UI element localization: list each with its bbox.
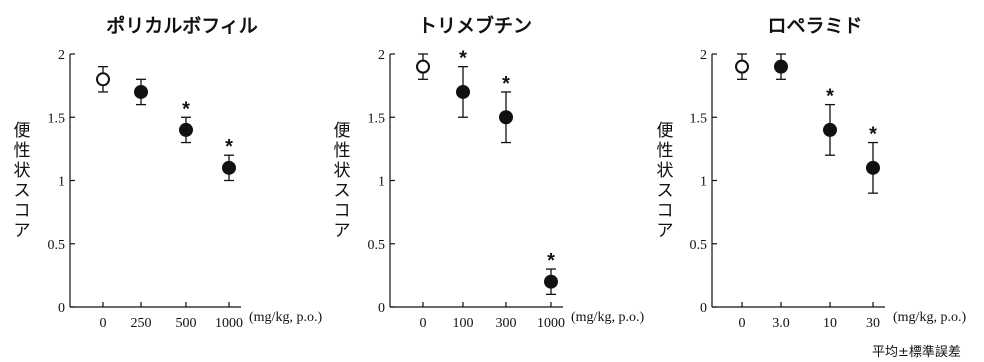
x-unit-label: (mg/kg, p.o.): [571, 310, 644, 325]
y-tick-label: 2: [700, 48, 707, 63]
data-point-control: [96, 72, 110, 87]
y-axis-label-char: ア: [334, 221, 351, 241]
y-tick-label: 1.5: [690, 111, 708, 126]
y-tick-label: 1: [58, 175, 65, 190]
x-tick-label: 10: [823, 316, 837, 331]
y-tick-label: 0: [700, 301, 707, 316]
x-tick-label: 250: [131, 316, 152, 331]
data-point-control: [735, 59, 749, 74]
footnote: 平均±標準誤差: [872, 345, 961, 360]
y-axis-label-char: コ: [657, 201, 674, 221]
y-axis-label-char: 状: [657, 161, 674, 181]
x-tick-label: 500: [176, 316, 197, 331]
y-tick-label: 0: [378, 301, 385, 316]
chart-title: ロペラミド: [767, 15, 862, 37]
y-axis-label-char: コ: [334, 201, 351, 221]
significance-star: *: [826, 86, 834, 108]
y-tick-label: 0.5: [48, 238, 66, 253]
y-tick-label: 2: [378, 48, 385, 63]
x-unit-label: (mg/kg, p.o.): [893, 310, 966, 325]
significance-star: *: [869, 124, 877, 146]
significance-star: *: [547, 250, 555, 272]
y-axis-label-char: 性: [657, 141, 674, 161]
y-axis-label-char: 性: [334, 141, 351, 161]
y-axis-label-char: 状: [14, 161, 31, 181]
y-tick-label: 1: [700, 175, 707, 190]
data-point: [866, 160, 880, 175]
y-tick-label: 0.5: [690, 238, 708, 253]
chart-title: ポリカルボフィル: [106, 14, 258, 37]
y-tick-label: 0: [58, 301, 65, 316]
significance-star: *: [225, 136, 233, 158]
x-unit-label: (mg/kg, p.o.): [249, 310, 322, 325]
y-axis-label-char: 便: [334, 121, 351, 141]
y-axis-label-char: 状: [334, 161, 351, 181]
y-axis-label-char: 便: [657, 121, 674, 141]
data-point: [134, 84, 148, 99]
significance-star: *: [182, 98, 190, 120]
data-point: [222, 160, 236, 175]
significance-star: *: [459, 48, 467, 70]
y-axis-label-char: コ: [14, 201, 31, 221]
y-axis-label-char: ス: [334, 181, 351, 201]
data-point: [179, 122, 193, 137]
data-point: [544, 274, 558, 289]
x-tick-label: 0: [420, 316, 427, 331]
y-tick-label: 2: [58, 48, 65, 63]
y-axis-label-char: 便: [14, 121, 31, 141]
y-axis-label-char: ス: [657, 181, 674, 201]
y-tick-label: 1: [378, 175, 385, 190]
y-tick-label: 1.5: [368, 111, 386, 126]
y-axis-label-char: ア: [14, 221, 31, 241]
x-tick-label: 300: [496, 316, 517, 331]
y-axis-label-char: ア: [657, 221, 674, 241]
data-point: [456, 84, 470, 99]
x-tick-label: 1000: [215, 316, 243, 331]
data-point: [823, 122, 837, 137]
x-tick-label: 30: [866, 316, 880, 331]
x-tick-label: 3.0: [772, 316, 790, 331]
x-tick-label: 0: [739, 316, 746, 331]
y-tick-label: 0.5: [368, 238, 386, 253]
x-tick-label: 0: [100, 316, 107, 331]
data-point: [499, 110, 513, 125]
y-axis-label-char: 性: [14, 141, 31, 161]
x-tick-label: 1000: [537, 316, 565, 331]
data-point: [774, 59, 788, 74]
data-point-control: [416, 59, 430, 74]
y-tick-label: 1.5: [48, 111, 66, 126]
y-axis-label-char: ス: [14, 181, 31, 201]
x-tick-label: 100: [453, 316, 474, 331]
chart-title: トリメブチン: [418, 14, 532, 37]
significance-star: *: [502, 73, 510, 95]
